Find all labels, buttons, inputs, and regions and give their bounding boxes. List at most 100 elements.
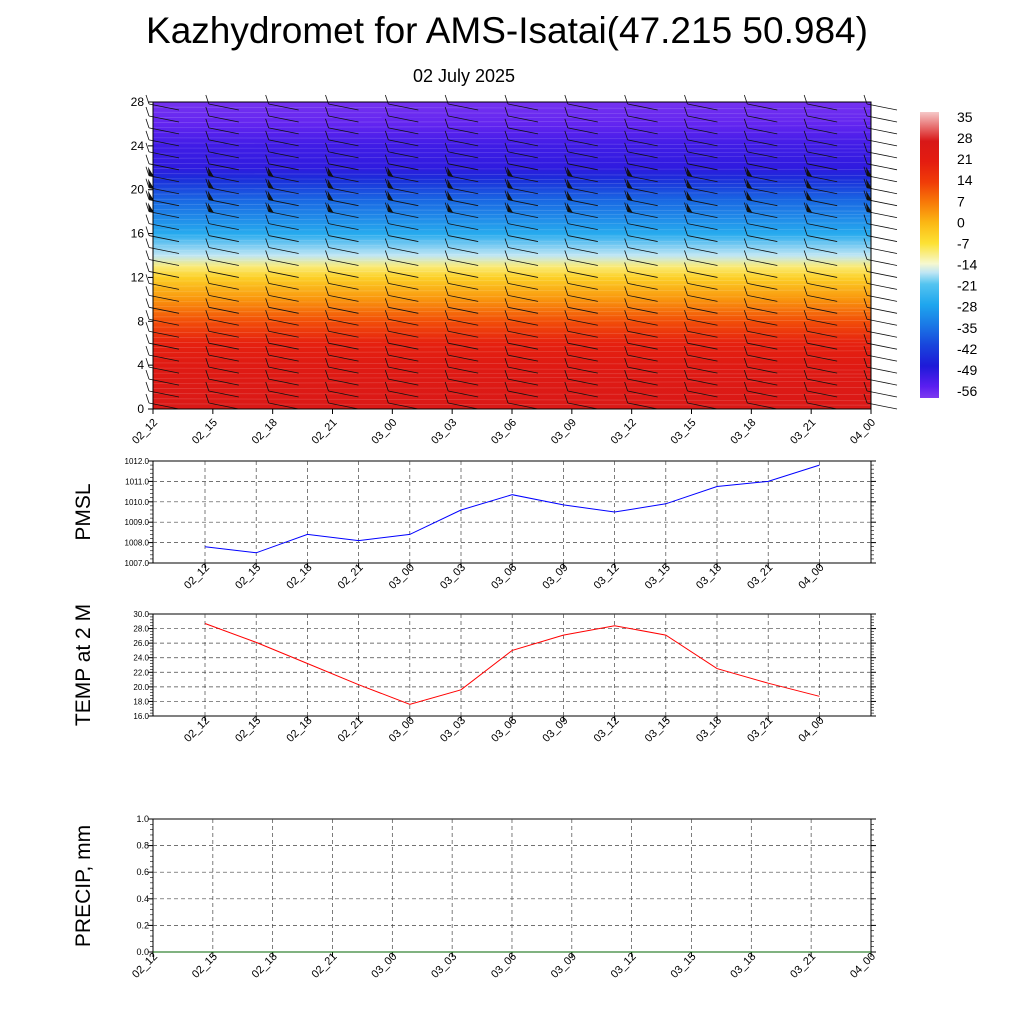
wind-barb xyxy=(205,202,239,219)
wind-barb-shaft xyxy=(747,127,778,135)
wind-barb xyxy=(684,202,718,219)
wind-barb-shaft xyxy=(328,378,359,386)
y-tick-label: 4 xyxy=(137,358,144,372)
wind-barb-feather xyxy=(564,190,569,200)
wind-barb xyxy=(325,154,359,171)
wind-barb xyxy=(444,190,479,207)
wind-barb-pennant xyxy=(447,190,454,201)
wind-barb-pennant xyxy=(626,190,633,201)
wind-barb-feather xyxy=(743,298,748,308)
wind-barb-feather xyxy=(803,106,808,117)
wind-barb xyxy=(265,334,299,350)
wind-barb-shaft xyxy=(388,390,419,398)
wind-barb-shaft xyxy=(507,223,539,230)
wind-barb-shaft xyxy=(268,163,299,171)
wind-barb-shaft xyxy=(507,235,539,242)
wind-barb-shaft xyxy=(448,235,479,242)
wind-barb xyxy=(325,142,359,159)
wind-barb-feather xyxy=(564,130,569,141)
wind-barb-shaft xyxy=(148,366,180,374)
wind-barb xyxy=(564,130,598,147)
wind-barb-shaft xyxy=(388,378,419,386)
wind-barb xyxy=(265,357,299,374)
x-tick-label: 03_21 xyxy=(788,951,818,981)
wind-barb-feather xyxy=(145,130,150,141)
wind-barb-shaft xyxy=(148,223,180,230)
wind-barb-shaft xyxy=(807,247,838,254)
wind-barb-feather xyxy=(325,214,329,224)
wind-barb-feather xyxy=(205,190,210,200)
wind-barb xyxy=(265,393,299,410)
x-tick-label: 03_18 xyxy=(728,951,758,981)
wind-barb-feather xyxy=(564,166,569,176)
wind-barb-shaft xyxy=(866,271,898,278)
wind-barb xyxy=(205,238,239,254)
wind-barb-shaft xyxy=(567,247,598,254)
wind-barb-shaft xyxy=(268,103,299,111)
wind-barb xyxy=(384,262,419,278)
wind-barb-feather xyxy=(504,357,509,368)
wind-barb-feather xyxy=(504,226,509,236)
wind-barb-shaft xyxy=(866,330,898,338)
wind-barb xyxy=(325,190,359,207)
wind-barb-shaft xyxy=(627,103,658,111)
wind-barb-shaft xyxy=(268,342,299,350)
wind-barb-shaft xyxy=(328,151,359,159)
wind-barb xyxy=(145,369,180,386)
wind-barb-feather xyxy=(265,190,270,200)
wind-barb-feather xyxy=(803,298,808,308)
wind-barb-feather xyxy=(265,226,270,236)
isotherm-line xyxy=(152,301,872,304)
wind-barb-shaft xyxy=(807,235,838,242)
colorbar-label: -42 xyxy=(957,341,977,357)
wind-barb-shaft xyxy=(807,390,838,398)
wind-barb-shaft xyxy=(747,354,778,362)
wind-barb xyxy=(684,346,718,362)
wind-barb-feather xyxy=(265,142,270,152)
isotherm-line xyxy=(152,372,872,375)
wind-barb-shaft xyxy=(208,354,239,362)
isotherm-line xyxy=(152,106,872,110)
wind-barb-pennant xyxy=(207,202,214,213)
wind-barb-feather xyxy=(205,274,210,284)
wind-barb-shaft xyxy=(148,402,180,410)
wind-barb-shaft xyxy=(328,318,359,326)
wind-barb-feather xyxy=(384,226,389,236)
wind-barb xyxy=(743,106,778,123)
wind-barb xyxy=(624,214,658,230)
precip-panel: 0.00.20.40.60.81.002_12 02_15 02_18 02_21 03… xyxy=(72,814,878,981)
wind-barb-feather xyxy=(564,393,569,404)
wind-barb-feather xyxy=(863,298,868,308)
wind-barb-feather xyxy=(265,393,270,404)
colorbar-bar xyxy=(920,112,939,398)
wind-barb-shaft xyxy=(807,294,838,302)
wind-barb-feather xyxy=(564,334,569,344)
wind-barb-feather xyxy=(684,286,688,296)
wind-barb-feather xyxy=(863,238,868,248)
wind-barb-shaft xyxy=(388,306,419,314)
wind-barb-feather xyxy=(564,274,569,284)
wind-barb-shaft xyxy=(328,342,359,350)
wind-barb-feather xyxy=(145,190,150,200)
wind-barb-feather xyxy=(325,166,329,176)
wind-barb-shaft xyxy=(747,342,778,350)
wind-barb-shaft xyxy=(866,294,898,302)
wind-barb-feather xyxy=(384,334,389,344)
wind-barb xyxy=(803,346,838,362)
wind-barb-shaft xyxy=(268,318,299,326)
wind-barb-feather xyxy=(444,286,449,296)
wind-barb xyxy=(624,142,658,159)
wind-barb-feather xyxy=(863,286,868,296)
wind-barb-feather xyxy=(384,166,389,176)
wind-barb-feather xyxy=(325,262,329,272)
x-tick-label: 03_09 xyxy=(549,417,579,447)
series-line xyxy=(204,464,820,554)
isotherm-line xyxy=(152,376,872,379)
wind-barb-pennant xyxy=(447,166,454,177)
wind-barb xyxy=(384,202,419,219)
wind-barb xyxy=(743,393,778,410)
x-tick-label: 02_21 xyxy=(336,562,366,592)
wind-barb xyxy=(205,142,239,159)
wind-barb-feather xyxy=(803,393,808,404)
wind-barb-feather xyxy=(863,322,868,332)
